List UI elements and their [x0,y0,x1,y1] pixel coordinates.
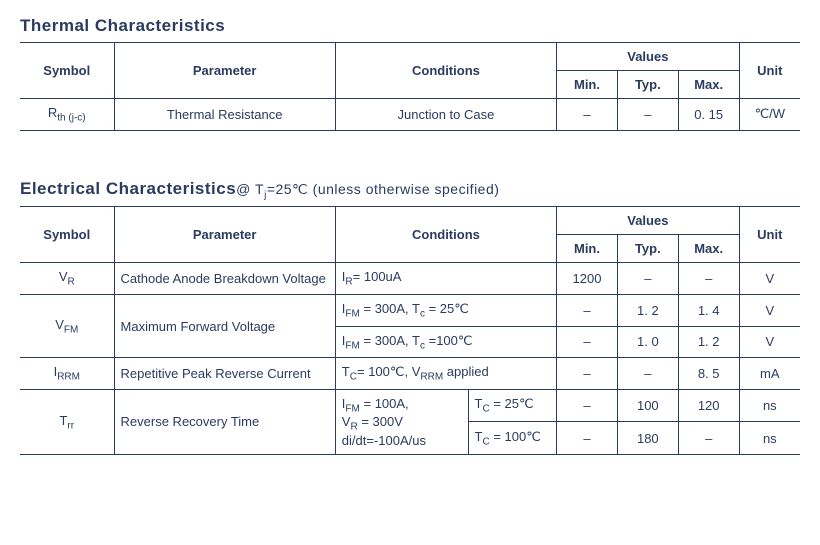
table-row: Trr Reverse Recovery Time IFM = 100A,VR … [20,389,800,422]
cell-symbol: IRRM [20,358,114,390]
cell-max: 1. 4 [678,294,739,326]
th-conditions: Conditions [335,207,556,263]
thermal-title: Thermal Characteristics [20,16,800,36]
th-values: Values [557,207,740,235]
cell-min: – [557,294,618,326]
cell-min: 1200 [557,263,618,295]
cell-conditions: IFM = 300A, Tc = 25℃ [335,294,556,326]
cell-conditions: IR= 100uA [335,263,556,295]
cell-min: – [557,358,618,390]
th-conditions: Conditions [335,43,556,99]
cell-typ: 180 [617,422,678,455]
th-max: Max. [678,235,739,263]
cell-symbol: VFM [20,294,114,357]
cell-parameter: Repetitive Peak Reverse Current [114,358,335,390]
cell-unit: V [739,326,800,358]
electrical-title-note: @ Tj=25℃ (unless otherwise specified) [236,181,499,197]
table-row: VFM Maximum Forward Voltage IFM = 300A, … [20,294,800,326]
cell-min: – [557,389,618,422]
cell-conditions-shared: IFM = 100A,VR = 300Vdi/dt=-100A/us [335,389,468,454]
cell-parameter: Reverse Recovery Time [114,389,335,454]
cell-conditions: Junction to Case [335,99,556,131]
cell-conditions: TC = 100℃ [468,422,557,455]
cell-unit: V [739,294,800,326]
th-parameter: Parameter [114,43,335,99]
th-typ: Typ. [617,71,678,99]
table-row: Rth (j-c) Thermal Resistance Junction to… [20,99,800,131]
cell-typ: 1. 0 [617,326,678,358]
cell-parameter: Maximum Forward Voltage [114,294,335,357]
cell-conditions: TC= 100℃, VRRM applied [335,358,556,390]
cell-max: 1. 2 [678,326,739,358]
th-max: Max. [678,71,739,99]
th-unit: Unit [739,207,800,263]
th-symbol: Symbol [20,207,114,263]
cell-max: 0. 15 [678,99,739,131]
cell-max: – [678,263,739,295]
cell-unit: V [739,263,800,295]
cell-typ: – [617,358,678,390]
th-symbol: Symbol [20,43,114,99]
th-min: Min. [557,71,618,99]
cell-min: – [557,326,618,358]
cell-parameter: Cathode Anode Breakdown Voltage [114,263,335,295]
cell-unit: ns [739,389,800,422]
cell-typ: 1. 2 [617,294,678,326]
cell-unit: mA [739,358,800,390]
cell-max: – [678,422,739,455]
cell-min: – [557,422,618,455]
cell-typ: – [617,263,678,295]
cell-typ: 100 [617,389,678,422]
electrical-table: Symbol Parameter Conditions Values Unit … [20,206,800,455]
th-parameter: Parameter [114,207,335,263]
th-unit: Unit [739,43,800,99]
cell-symbol: Rth (j-c) [20,99,114,131]
th-min: Min. [557,235,618,263]
cell-conditions: TC = 25℃ [468,389,557,422]
electrical-title-text: Electrical Characteristics [20,179,236,198]
thermal-table: Symbol Parameter Conditions Values Unit … [20,42,800,131]
cell-unit: ℃/W [739,99,800,131]
th-values: Values [557,43,740,71]
cell-conditions: IFM = 300A, Tc =100℃ [335,326,556,358]
cell-symbol: VR [20,263,114,295]
table-row: VR Cathode Anode Breakdown Voltage IR= 1… [20,263,800,295]
cell-max: 120 [678,389,739,422]
cell-min: – [557,99,618,131]
cell-max: 8. 5 [678,358,739,390]
th-typ: Typ. [617,235,678,263]
cell-symbol: Trr [20,389,114,454]
electrical-title: Electrical Characteristics@ Tj=25℃ (unle… [20,179,800,201]
table-row: IRRM Repetitive Peak Reverse Current TC=… [20,358,800,390]
cell-unit: ns [739,422,800,455]
cell-parameter: Thermal Resistance [114,99,335,131]
cell-typ: – [617,99,678,131]
